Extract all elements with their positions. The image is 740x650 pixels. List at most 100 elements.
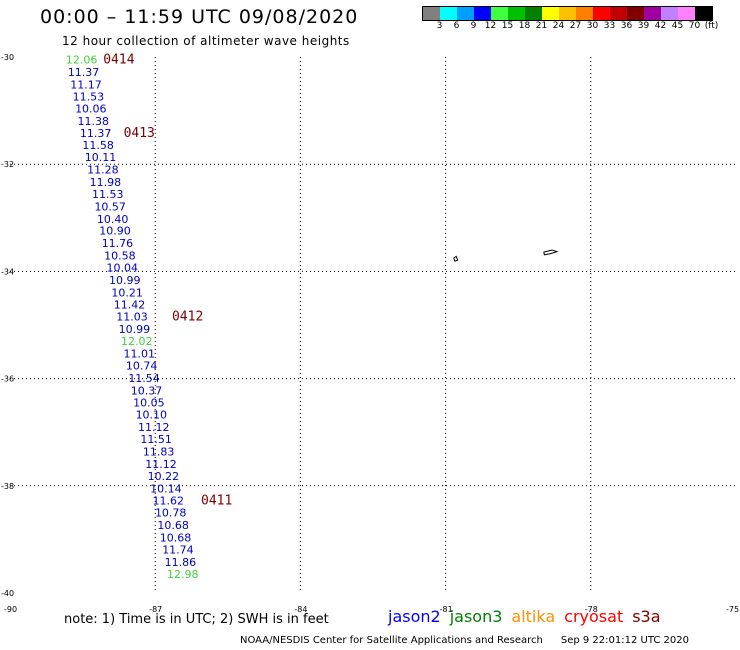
swh-observations: 12.0611.3711.1711.5310.0611.3811.3711.58… — [66, 54, 199, 582]
pass-time-label: 0413 — [124, 126, 155, 141]
lat-tick-label: -32 — [1, 160, 14, 169]
lat-tick-label: -40 — [1, 589, 14, 598]
swh-value: 11.37 — [80, 127, 112, 140]
legend-swatch — [491, 7, 508, 20]
swh-value: 10.21 — [111, 286, 143, 299]
legend-label: 21 — [535, 21, 548, 31]
generation-timestamp: Sep 9 22:01:12 UTC 2020 — [560, 635, 689, 646]
island-right-outline — [543, 249, 559, 256]
legend-label: 24 — [552, 21, 565, 31]
swh-value: 11.01 — [123, 347, 155, 360]
credit-line: NOAA/NESDIS Center for Satellite Applica… — [240, 635, 689, 646]
satellite-s3a: s3a — [632, 607, 661, 626]
satellite-jason2: jason2 — [388, 607, 441, 626]
lat-tick-label: -34 — [1, 267, 14, 276]
legend-swatch — [644, 7, 661, 20]
lat-lon-grid — [10, 57, 736, 593]
swh-value: 10.06 — [75, 102, 107, 115]
legend-swatch — [610, 7, 627, 20]
island-left-outline — [453, 255, 459, 262]
swh-value: 11.62 — [153, 494, 185, 507]
swh-value: 12.98 — [167, 568, 199, 581]
lon-tick-label: -84 — [294, 605, 307, 614]
swh-value: 11.54 — [128, 372, 160, 385]
legend-label: 3 — [436, 21, 443, 31]
swh-value: 10.90 — [99, 225, 131, 238]
map-title: 00:00 – 11:59 UTC 09/08/2020 — [40, 6, 359, 28]
swh-value: 11.58 — [82, 139, 114, 152]
lon-tick-label: -81 — [440, 605, 453, 614]
legend-swatch — [474, 7, 491, 20]
swh-value: 12.02 — [121, 335, 153, 348]
swh-value: 11.17 — [70, 78, 102, 91]
units-note: note: 1) Time is in UTC; 2) SWH is in fe… — [64, 612, 329, 627]
satellite-altika: altika — [511, 607, 556, 626]
swh-value: 11.28 — [87, 164, 119, 177]
swh-value: 11.76 — [102, 237, 134, 250]
swh-value: 10.40 — [97, 213, 129, 226]
lon-tick-label: -78 — [585, 605, 598, 614]
legend-label: 12 — [484, 21, 497, 31]
swh-value: 11.98 — [90, 176, 122, 189]
swh-value: 10.10 — [136, 409, 168, 422]
lat-tick-label: -30 — [1, 53, 14, 62]
legend-swatch — [627, 7, 644, 20]
pass-time-label: 0411 — [201, 493, 232, 508]
legend-label: (ft) — [704, 21, 719, 31]
legend-swatch — [457, 7, 474, 20]
pass-time-label: 0414 — [103, 53, 134, 68]
swh-value: 11.03 — [116, 310, 148, 323]
legend-label: 27 — [569, 21, 582, 31]
lon-tick-label: -90 — [4, 605, 17, 614]
lon-tick-label: -75 — [726, 605, 739, 614]
map-subtitle: 12 hour collection of altimeter wave hei… — [62, 34, 350, 48]
legend-label: 70 — [688, 21, 701, 31]
legend-label: 15 — [501, 21, 514, 31]
swh-value: 11.42 — [114, 299, 146, 312]
swh-value: 11.51 — [140, 433, 172, 446]
legend-label: 39 — [637, 21, 650, 31]
lon-tick-label: -87 — [149, 605, 162, 614]
color-scale-legend — [422, 6, 713, 21]
lat-tick-label: -36 — [1, 375, 14, 384]
legend-swatch — [695, 7, 712, 20]
swh-value: 11.83 — [143, 445, 175, 458]
axis-labels: -30 -32 -34 -36 -38 -40 -90 -87 -84 -81 -78 -75 — [1, 53, 739, 614]
legend-label: 30 — [586, 21, 599, 31]
swh-value: 10.22 — [148, 470, 180, 483]
legend-label: 18 — [518, 21, 531, 31]
legend-swatch — [508, 7, 525, 20]
legend-label: 42 — [654, 21, 667, 31]
legend-swatch — [593, 7, 610, 20]
legend-swatch — [559, 7, 576, 20]
swh-value: 11.38 — [77, 115, 109, 128]
swh-value: 10.68 — [157, 519, 189, 532]
legend-swatch — [661, 7, 678, 20]
swh-value: 12.06 — [66, 54, 98, 67]
swh-value: 10.99 — [119, 323, 151, 336]
legend-label: 45 — [671, 21, 684, 31]
pass-time-label: 0412 — [172, 309, 203, 324]
legend-label: 9 — [470, 21, 477, 31]
island-outlines — [453, 249, 559, 262]
swh-value: 11.53 — [92, 188, 124, 201]
swh-value: 11.53 — [73, 91, 105, 104]
pass-labels: 0414 0413 0412 0411 — [103, 53, 232, 509]
legend-swatch — [678, 7, 695, 20]
legend-swatch — [542, 7, 559, 20]
swh-value: 11.12 — [138, 421, 170, 434]
satellite-legend: jason2 jason3 altika cryosat s3a — [388, 607, 670, 626]
legend-label: 33 — [603, 21, 616, 31]
credit-text: NOAA/NESDIS Center for Satellite Applica… — [240, 635, 543, 646]
swh-value: 10.68 — [160, 531, 192, 544]
legend-label: 36 — [620, 21, 633, 31]
legend-swatch — [525, 7, 542, 20]
swh-value: 11.74 — [162, 544, 194, 557]
swh-value: 11.37 — [68, 66, 100, 79]
swh-value: 10.57 — [94, 201, 126, 214]
legend-swatch — [576, 7, 593, 20]
swh-value: 10.14 — [150, 482, 182, 495]
swh-value: 10.37 — [131, 384, 163, 397]
swh-value: 11.12 — [145, 458, 177, 471]
